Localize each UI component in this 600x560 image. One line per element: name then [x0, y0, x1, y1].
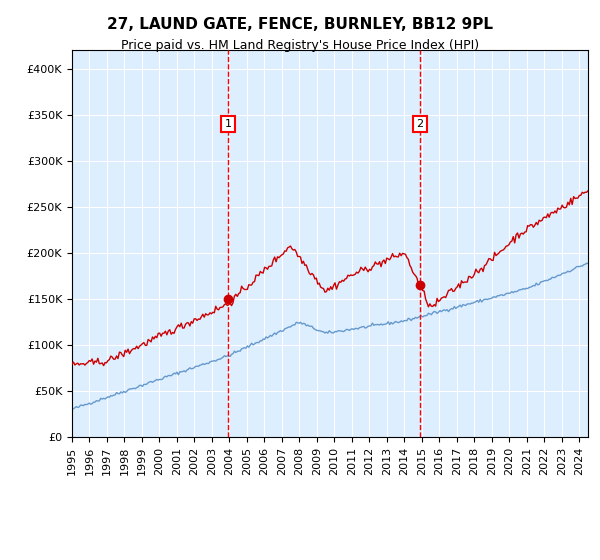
Text: 1: 1	[224, 119, 232, 129]
Text: Price paid vs. HM Land Registry's House Price Index (HPI): Price paid vs. HM Land Registry's House …	[121, 39, 479, 52]
Text: 27, LAUND GATE, FENCE, BURNLEY, BB12 9PL: 27, LAUND GATE, FENCE, BURNLEY, BB12 9PL	[107, 17, 493, 32]
Text: 2: 2	[416, 119, 424, 129]
